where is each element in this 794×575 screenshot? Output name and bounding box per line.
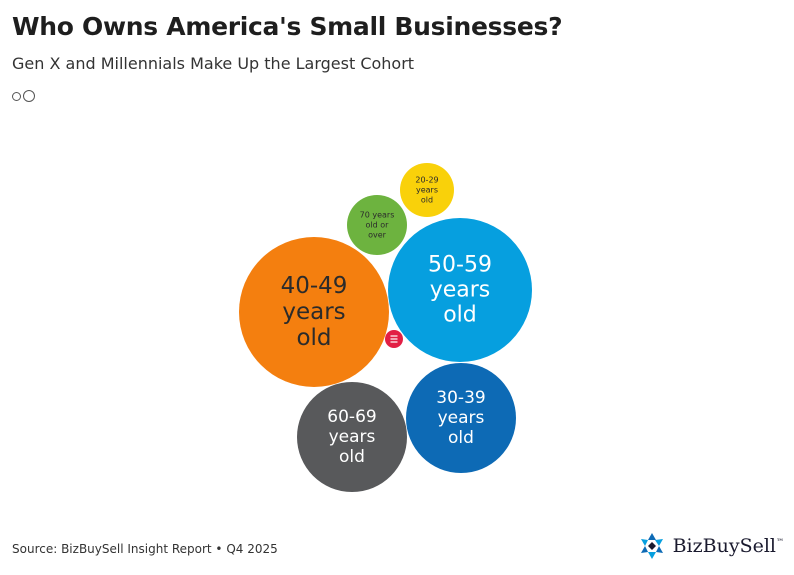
bubble-label: years (282, 299, 345, 325)
large-circle-icon (23, 90, 35, 102)
bubble-label: 70 years (360, 211, 395, 220)
bizbuysell-logo: BizBuySell™ (637, 531, 784, 561)
bubble-size-legend[interactable] (12, 90, 35, 102)
bizbuysell-logo-icon (640, 533, 663, 559)
bubble-label: old or (366, 221, 390, 230)
bubble-circle (347, 195, 407, 255)
bubble-label: years (416, 186, 438, 195)
bubble-circle (239, 237, 389, 387)
small-circle-icon (12, 91, 21, 101)
chart-subtitle: Gen X and Millennials Make Up the Larges… (12, 54, 415, 73)
bubble-label: old (443, 303, 477, 328)
bubble-label: 40-49 (281, 273, 348, 299)
bubble-label: years (430, 278, 491, 303)
bubble-label: 50-59 (428, 253, 492, 278)
bubble-label: 20-29 (415, 176, 438, 185)
source-note: Source: BizBuySell Insight Report • Q4 2… (12, 542, 278, 556)
bubble-label: over (368, 231, 387, 240)
bubble-label: old (421, 196, 433, 205)
bubble-label: years (438, 408, 485, 428)
bubble-circle (388, 218, 532, 362)
bubble-label: old (339, 447, 365, 467)
bubble-label: years (329, 427, 376, 447)
logo-wordmark: BizBuySell™ (672, 535, 784, 557)
bubble-label: 30-39 (436, 388, 485, 408)
bubble-7[interactable] (385, 330, 403, 348)
chart-title: Who Owns America's Small Businesses? (12, 12, 563, 41)
bubble-chart: 40-49yearsold50-59yearsold60-69yearsold3… (239, 163, 532, 492)
bubble-label: old (296, 325, 331, 351)
bubble-circle (297, 382, 407, 492)
bubble-circle (406, 363, 516, 473)
bubble-label: 60-69 (327, 407, 376, 427)
bubble-label: old (448, 428, 474, 448)
bubble-circle (400, 163, 454, 217)
